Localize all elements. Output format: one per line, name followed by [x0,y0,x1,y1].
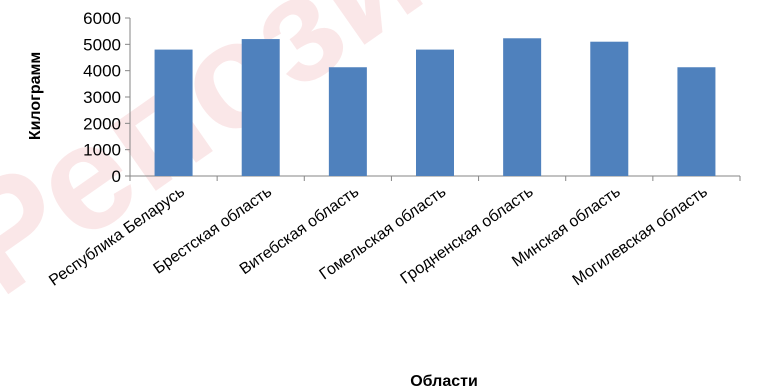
y-tick-label: 3000 [83,88,121,107]
y-tick-label: 2000 [83,114,121,133]
bar [590,41,629,177]
bar [241,39,280,176]
bar [328,67,367,176]
bar [154,49,193,176]
y-tick-label: 4000 [83,62,121,81]
bar [503,38,542,176]
y-axis-title: Килограмм [27,52,44,140]
x-axis-title: Области [410,373,478,390]
y-tick-label: 5000 [83,35,121,54]
y-tick-label: 6000 [83,9,121,28]
bar [677,67,716,176]
y-tick-label: 0 [112,167,121,186]
bar [416,49,454,176]
y-tick-label: 1000 [83,141,121,160]
